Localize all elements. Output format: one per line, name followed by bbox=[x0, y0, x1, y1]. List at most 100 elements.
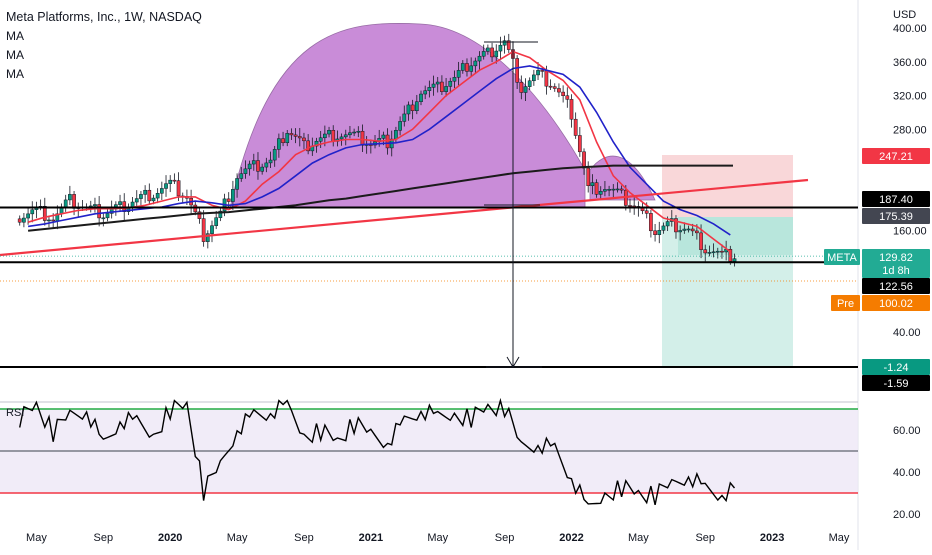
candle-body bbox=[155, 193, 160, 199]
candle-body bbox=[548, 85, 553, 88]
price-tag-value: 187.40 bbox=[879, 194, 913, 206]
candle-body bbox=[615, 188, 620, 191]
rsi-tick-label: 40.00 bbox=[893, 467, 921, 479]
rsi-tick-label: 60.00 bbox=[893, 425, 921, 437]
axis-layer: USD 400.00 360.00 320.00 280.00 160.00 40.00 60… bbox=[26, 9, 927, 544]
candle-body bbox=[465, 63, 469, 72]
date-tick-label: May bbox=[829, 532, 850, 544]
ma-mid-line bbox=[27, 65, 731, 236]
candle-body bbox=[239, 173, 244, 179]
date-tick-label: 2023 bbox=[760, 532, 784, 544]
price-tag-value: -1.24 bbox=[883, 362, 908, 374]
candle-body bbox=[51, 219, 56, 222]
price-tick-label: 280.00 bbox=[893, 124, 927, 136]
candle-body bbox=[502, 40, 507, 46]
rsi-title[interactable]: RSI bbox=[6, 407, 25, 419]
candle-body bbox=[515, 58, 519, 83]
candle-body bbox=[440, 81, 444, 92]
date-tick-label: Sep bbox=[94, 532, 114, 544]
entry-zone bbox=[678, 217, 793, 255]
candle-body bbox=[302, 137, 306, 142]
candle-body bbox=[577, 135, 582, 153]
candle-body bbox=[68, 194, 72, 201]
candle-body bbox=[699, 232, 703, 250]
candle-body bbox=[93, 204, 97, 207]
candle-body bbox=[715, 250, 720, 253]
candle-body bbox=[168, 179, 173, 184]
price-tag: Pre 100.02 bbox=[831, 295, 930, 311]
candle-body bbox=[97, 204, 101, 219]
candle-body bbox=[339, 136, 344, 140]
price-tag-value: -1.59 bbox=[883, 378, 908, 390]
candle-body bbox=[527, 80, 532, 87]
date-tick-label: Sep bbox=[695, 532, 715, 544]
price-tag: -1.24 bbox=[862, 359, 930, 375]
indicator-ma-1[interactable]: MA bbox=[6, 29, 24, 43]
candle-body bbox=[431, 83, 436, 88]
candle-body bbox=[63, 199, 68, 208]
rsi-layer bbox=[0, 397, 858, 505]
date-tick-label: Sep bbox=[495, 532, 515, 544]
candle-body bbox=[695, 230, 699, 234]
candle-body bbox=[506, 40, 511, 50]
candle-body bbox=[323, 133, 327, 139]
price-tag-value: 100.02 bbox=[879, 298, 913, 310]
candle-body bbox=[306, 140, 310, 152]
symbol-title[interactable]: Meta Platforms, Inc., 1W, NASDAQ bbox=[6, 10, 202, 24]
trend-line bbox=[0, 178, 809, 257]
price-tag-bg bbox=[862, 375, 930, 391]
chart-legend: Meta Platforms, Inc., 1W, NASDAQ MA MA M… bbox=[6, 8, 202, 84]
candle-body bbox=[561, 91, 565, 96]
candle-body bbox=[481, 51, 486, 57]
candle-body bbox=[490, 47, 494, 58]
candle-body bbox=[352, 131, 356, 134]
candle-body bbox=[532, 74, 536, 82]
price-tag-label: META bbox=[827, 252, 857, 264]
date-tick-label: May bbox=[427, 532, 448, 544]
price-tag-bg bbox=[862, 278, 930, 294]
price-tag: 247.21 bbox=[862, 148, 930, 164]
indicator-ma-3[interactable]: MA bbox=[6, 67, 24, 81]
candle-body bbox=[243, 168, 248, 174]
candle-body bbox=[297, 136, 302, 139]
candle-body bbox=[268, 159, 273, 164]
candle-body bbox=[22, 217, 26, 223]
price-tag: 187.40 bbox=[862, 191, 930, 207]
candle-body bbox=[348, 132, 352, 136]
rsi-line bbox=[19, 397, 736, 505]
candle-body bbox=[628, 205, 632, 207]
candle-body bbox=[686, 228, 691, 231]
candle-body bbox=[385, 134, 390, 149]
candle-body bbox=[573, 118, 578, 136]
candle-body bbox=[281, 138, 285, 144]
price-tag-bg bbox=[862, 262, 930, 278]
candle-body bbox=[707, 252, 712, 254]
candle-body bbox=[277, 138, 281, 150]
candle-body bbox=[590, 182, 595, 186]
candle-body bbox=[260, 166, 265, 172]
candle-body bbox=[544, 70, 549, 87]
price-tag-label: Pre bbox=[837, 298, 854, 310]
price-tag: 122.56 bbox=[862, 278, 930, 294]
price-tag-value: 122.56 bbox=[879, 281, 913, 293]
price-tag-value: 1d 8h bbox=[882, 265, 910, 277]
candle-body bbox=[473, 60, 478, 67]
candle-body bbox=[523, 86, 528, 93]
candle-body bbox=[665, 221, 670, 227]
date-tick-label: 2020 bbox=[158, 532, 182, 544]
candle-body bbox=[678, 230, 683, 233]
candle-body bbox=[381, 134, 386, 139]
moving-averages-layer bbox=[27, 50, 733, 253]
candle-body bbox=[356, 130, 361, 133]
date-tick-label: 2021 bbox=[359, 532, 383, 544]
candle-body bbox=[210, 225, 214, 234]
candle-body bbox=[176, 180, 181, 197]
candle-body bbox=[105, 213, 110, 219]
candle-body bbox=[327, 130, 331, 135]
indicator-ma-2[interactable]: MA bbox=[6, 48, 24, 62]
candle-body bbox=[452, 77, 457, 82]
candle-body bbox=[423, 90, 428, 95]
candle-body bbox=[218, 210, 223, 218]
